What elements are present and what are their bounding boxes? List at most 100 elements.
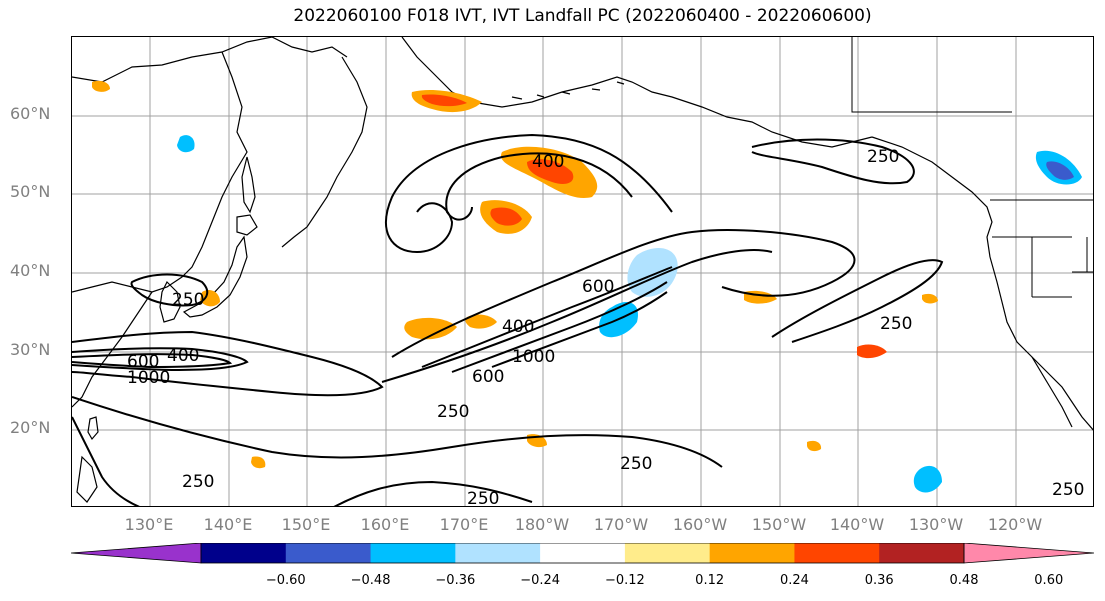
lon-label-160w: 160°W [672,515,728,534]
ivt-contours [72,133,944,506]
contour-label-250-south: 250 [620,454,652,474]
colorbar-segment [370,543,456,563]
contour-label-600-west: 600 [127,352,159,372]
contour-250-alaska [751,138,915,185]
colorbar-segment [540,543,626,563]
colorbar-tick-label: 0.60 [1034,573,1064,588]
contour-250-east-ar [771,259,944,343]
shade-red-gulf [490,207,522,226]
lat-label-40n: 40°N [10,261,51,280]
contour-label-1000-west: 1000 [127,368,170,388]
contour-label-400-west: 400 [167,346,199,366]
colorbar-segments [71,543,1094,564]
shade-blue-bottom-right [913,465,942,493]
contour-label-600-mid: 600 [582,277,614,297]
contour-label-250-bottom: 250 [467,489,499,507]
colorbar-segment [879,543,965,563]
shade-orange-mid [465,314,497,329]
map-title: 2022060100 F018 IVT, IVT Landfall PC (20… [293,6,872,26]
korea [159,280,181,323]
colorbar-segment [285,543,372,563]
contour-label-250-alaska: 250 [867,147,899,167]
contour-250-ar-north [391,229,856,358]
colorbar-outline [200,543,965,564]
contour-250-west-tongue [72,330,384,397]
colorbar-segment [455,543,541,563]
asia-coast [72,37,273,293]
contour-250-ar-south [381,249,773,383]
lon-label-150w: 150°W [751,515,807,534]
map-panel: 250 600 400 1000 400 250 600 400 1000 60… [71,36,1094,507]
lon-label-140e: 140°E [203,515,253,534]
contour-label-600-ar: 600 [472,367,504,387]
us-west-coast [989,256,1093,431]
colorbar-tick-label: −0.60 [265,573,306,588]
contour-label-1000-mid: 1000 [512,347,555,367]
japan-honshu [182,235,248,318]
colorbar-tick-label: 0.48 [949,573,979,588]
contour-label-250-east: 250 [880,314,912,334]
shade-red-east [857,344,887,359]
lon-label-120w: 120°W [987,515,1043,534]
alaska-coast [401,37,873,148]
taiwan [87,416,99,441]
china-coast [72,291,153,408]
contour-250-south-bottom [333,480,533,506]
contour-label-250-sw: 250 [182,472,214,492]
lon-label-170e: 170°E [439,515,489,534]
colorbar-segment [201,543,287,563]
shade-red-north-center [527,159,574,184]
colorbar-tick-label: 0.36 [864,573,894,588]
contour-400-ar [421,266,673,368]
lat-label-50n: 50°N [10,182,51,201]
lon-label-130e: 130°E [124,515,174,534]
contour-label-400-north: 400 [532,152,564,172]
lat-label-60n: 60°N [10,104,51,123]
colorbar-segment [709,543,795,563]
shade-orange-east [744,290,777,304]
kamchatka-coast [281,56,368,248]
lat-label-30n: 30°N [10,340,51,359]
contour-250-south-broad [72,396,723,468]
colorbar-tick-label: 0.24 [779,573,809,588]
lat-label-20n: 20°N [10,418,51,437]
colorbar-segment [624,543,711,563]
lon-label-170w: 170°W [593,515,649,534]
philippines [76,455,98,503]
colorbar-extend-max [963,543,1094,564]
contour-label-250-corner: 250 [1052,480,1084,500]
shade-lightblue-ar [627,248,678,297]
british-columbia-coast [871,136,993,258]
contour-250-big-loop [385,133,673,254]
contour-1000-ar [491,291,668,368]
contour-600-ar [451,281,668,373]
shade-orange-west-ar [404,317,457,340]
shade-blue-japan [177,135,195,153]
lon-label-180w: 180°W [514,515,570,534]
lon-label-130w: 130°W [908,515,964,534]
contour-600-west-tongue [72,353,233,369]
colorbar-tick-label: 0.12 [695,573,725,588]
contour-label-250-japan: 250 [172,290,204,310]
shade-orange-se-pac [922,293,938,304]
graticule [72,37,1093,506]
shade-orange-northwest [92,80,110,92]
shade-orange-southwest [251,456,266,469]
lon-label-160e: 160°E [360,515,410,534]
political-borders [851,37,1093,298]
colorbar-tick-label: −0.36 [435,573,476,588]
baja [1031,356,1073,428]
colorbar-tick-label: −0.12 [604,573,645,588]
lon-label-150e: 150°E [281,515,331,534]
colorbar-tick-label: −0.48 [350,573,391,588]
contour-label-group: 250 600 400 1000 400 250 600 400 1000 60… [127,147,1084,507]
coastlines [72,37,1093,503]
aleutians [511,81,625,100]
contour-250-left-edge [72,416,140,506]
colorbar [71,543,1094,564]
contour-400-loop [445,152,633,221]
sakhalin [241,156,256,214]
contour-label-400-mid: 400 [502,317,534,337]
lon-label-140w: 140°W [829,515,885,534]
us-state-lines [992,236,1093,298]
